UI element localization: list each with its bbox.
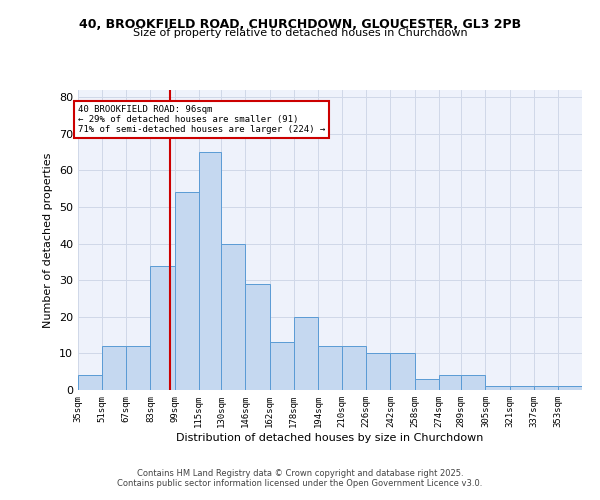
Bar <box>175 192 199 390</box>
Bar <box>78 376 102 390</box>
Bar <box>294 317 318 390</box>
Bar <box>269 342 294 390</box>
Bar <box>534 386 558 390</box>
Text: Contains public sector information licensed under the Open Government Licence v3: Contains public sector information licen… <box>118 478 482 488</box>
Text: Contains HM Land Registry data © Crown copyright and database right 2025.: Contains HM Land Registry data © Crown c… <box>137 468 463 477</box>
Bar <box>439 376 461 390</box>
Y-axis label: Number of detached properties: Number of detached properties <box>43 152 53 328</box>
X-axis label: Distribution of detached houses by size in Churchdown: Distribution of detached houses by size … <box>176 432 484 442</box>
Bar <box>391 354 415 390</box>
Bar <box>102 346 126 390</box>
Bar <box>126 346 151 390</box>
Bar <box>485 386 509 390</box>
Bar <box>318 346 342 390</box>
Bar <box>151 266 175 390</box>
Bar <box>221 244 245 390</box>
Text: 40 BROOKFIELD ROAD: 96sqm
← 29% of detached houses are smaller (91)
71% of semi-: 40 BROOKFIELD ROAD: 96sqm ← 29% of detac… <box>78 104 325 134</box>
Text: Size of property relative to detached houses in Churchdown: Size of property relative to detached ho… <box>133 28 467 38</box>
Text: 40, BROOKFIELD ROAD, CHURCHDOWN, GLOUCESTER, GL3 2PB: 40, BROOKFIELD ROAD, CHURCHDOWN, GLOUCES… <box>79 18 521 30</box>
Bar <box>342 346 366 390</box>
Bar <box>461 376 485 390</box>
Bar <box>245 284 269 390</box>
Bar <box>558 386 582 390</box>
Bar <box>199 152 221 390</box>
Bar <box>509 386 534 390</box>
Bar <box>415 379 439 390</box>
Bar <box>366 354 391 390</box>
